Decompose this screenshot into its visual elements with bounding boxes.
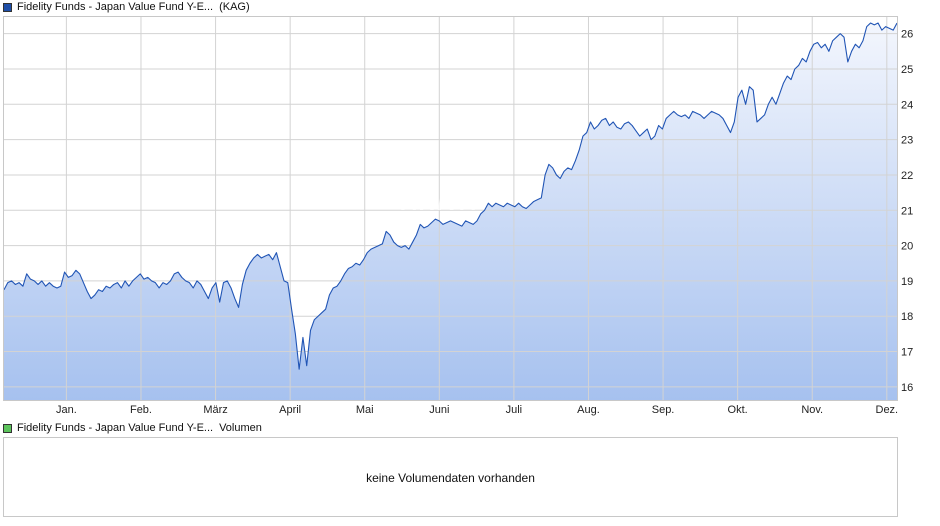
y-tick-label: 22 — [901, 170, 913, 182]
x-tick-label: Sep. — [652, 404, 675, 416]
y-tick-label: 18 — [901, 311, 913, 323]
price-legend-title: Fidelity Funds - Japan Value Fund Y-E... — [17, 1, 214, 13]
x-tick-label: Dez. — [876, 404, 899, 416]
volume-empty-message: keine Volumendaten vorhanden — [366, 471, 535, 485]
x-tick-label: Juni — [429, 404, 449, 416]
y-tick-label: 19 — [901, 276, 913, 288]
x-tick-label: Nov. — [801, 404, 823, 416]
y-tick-label: 17 — [901, 347, 913, 359]
price-area-fill — [4, 23, 897, 402]
y-tick-label: 26 — [901, 29, 913, 41]
x-tick-label: März — [203, 404, 227, 416]
y-tick-label: 23 — [901, 135, 913, 147]
volume-legend-suffix: Volumen — [219, 422, 262, 434]
x-tick-label: Mai — [356, 404, 374, 416]
price-chart: 16 17 18 19 20 21 22 23 24 25 26 Jan. Feb. März April M… — [3, 16, 913, 416]
volume-chart: keine Volumendaten vorhanden — [3, 437, 898, 517]
volume-series-swatch — [3, 423, 12, 433]
y-tick-label: 24 — [901, 99, 913, 111]
y-tick-label: 16 — [901, 382, 913, 394]
y-tick-label: 20 — [901, 241, 913, 253]
y-tick-label: 25 — [901, 64, 913, 76]
price-legend: Fidelity Funds - Japan Value Fund Y-E...… — [3, 0, 250, 14]
x-tick-label: Jan. — [56, 404, 77, 416]
price-legend-suffix: (KAG) — [219, 1, 250, 13]
volume-legend: Fidelity Funds - Japan Value Fund Y-E...… — [3, 421, 262, 435]
price-series-swatch — [3, 2, 12, 12]
x-tick-label: April — [279, 404, 301, 416]
plot-border — [3, 16, 898, 401]
x-tick-label: Aug. — [577, 404, 600, 416]
x-tick-label: Okt. — [728, 404, 748, 416]
x-tick-label: Juli — [506, 404, 523, 416]
volume-legend-title: Fidelity Funds - Japan Value Fund Y-E... — [17, 422, 214, 434]
x-tick-label: Feb. — [130, 404, 152, 416]
y-tick-label: 21 — [901, 205, 913, 217]
ariva-watermark: ARIVA — [401, 190, 479, 215]
price-series-line — [3, 22, 898, 370]
